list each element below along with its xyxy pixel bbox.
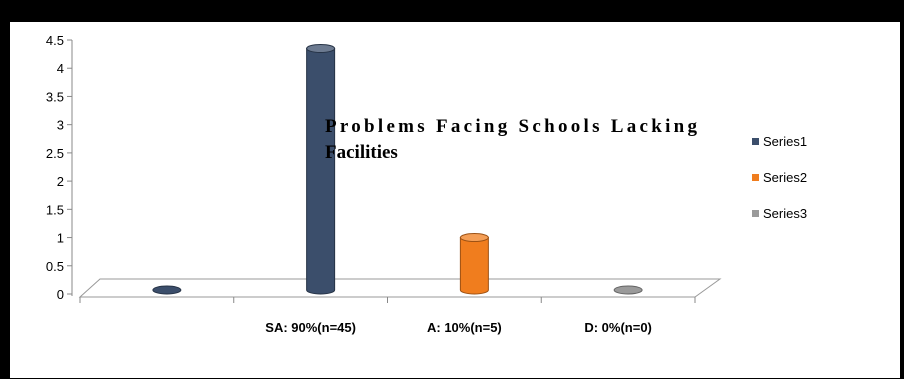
bar-series1-cat1 xyxy=(306,43,336,295)
legend-label: Series2 xyxy=(763,170,807,185)
chart-title-line-2: Facilities xyxy=(325,142,398,163)
y-tick-label: 2.5 xyxy=(46,146,64,161)
category-label: SA: 90%(n=45) xyxy=(265,320,356,335)
bars-layer xyxy=(152,43,643,295)
axes-layer xyxy=(67,39,722,303)
bar-body xyxy=(306,47,336,295)
category-label: D: 0%(n=0) xyxy=(584,320,652,335)
y-tick-label: 2 xyxy=(57,174,64,189)
chart-floor xyxy=(78,278,722,298)
category-label-layer: SA: 90%(n=45) A: 10%(n=5) D: 0%(n=0) xyxy=(265,320,652,335)
legend-swatch xyxy=(752,210,759,217)
y-tick-label: 3 xyxy=(57,118,64,133)
y-tick-label: 1.5 xyxy=(46,202,64,217)
y-tick-label: 0.5 xyxy=(46,259,64,274)
category-label: A: 10%(n=5) xyxy=(427,320,502,335)
legend-swatch xyxy=(752,174,759,181)
bar-series3-cat3 xyxy=(613,285,643,295)
y-tick-label: 0 xyxy=(57,287,64,302)
y-tick-label: 3.5 xyxy=(46,89,64,104)
y-tick-label: 4 xyxy=(57,61,64,76)
legend: Series1 Series2 Series3 xyxy=(752,134,807,221)
bar-chart: 0 0.5 1 1.5 2 2.5 3 3.5 4 4.5 SA: 90%(n=45) A: 10%… xyxy=(46,33,807,335)
y-tick-label: 4.5 xyxy=(46,33,64,48)
bar-cap xyxy=(152,285,182,295)
bar-cap xyxy=(459,233,489,243)
legend-swatch xyxy=(752,138,759,145)
y-tick-layer: 0 0.5 1 1.5 2 2.5 3 3.5 4 4.5 xyxy=(46,33,64,302)
bar-body xyxy=(459,237,489,295)
bar-cap xyxy=(613,285,643,295)
y-tick-label: 1 xyxy=(57,231,64,246)
chart-panel: 0 0.5 1 1.5 2 2.5 3 3.5 4 4.5 SA: 90%(n=45) A: 10%… xyxy=(10,22,900,378)
bar-series1-cat0 xyxy=(152,285,182,295)
legend-label: Series1 xyxy=(763,134,807,149)
chart-title-line-1: Problems Facing Schools Lacking xyxy=(325,116,698,137)
legend-label: Series3 xyxy=(763,206,807,221)
bar-cap xyxy=(306,43,336,53)
bar-series2-cat2 xyxy=(459,233,489,295)
